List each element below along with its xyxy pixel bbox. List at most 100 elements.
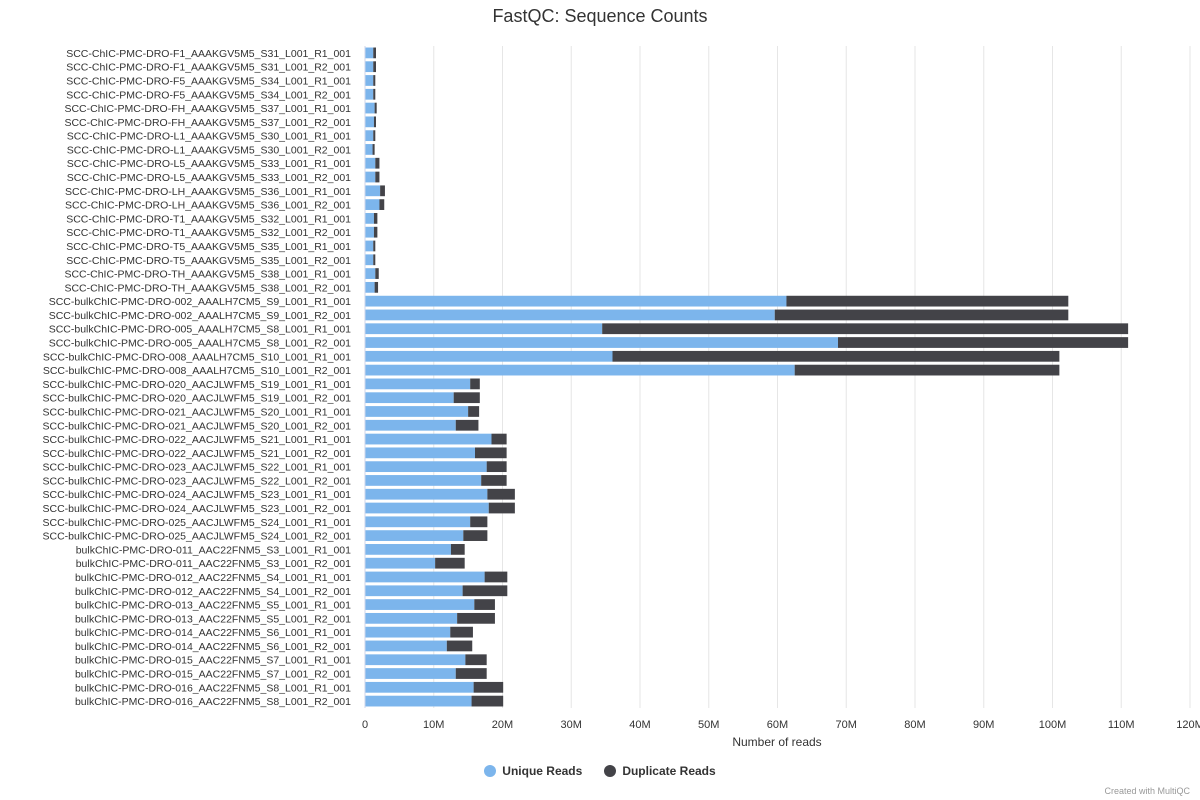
bar-duplicate-reads[interactable] (373, 88, 376, 100)
bar-unique-reads[interactable] (365, 668, 456, 679)
bar-duplicate-reads[interactable] (457, 612, 495, 624)
bar-duplicate-reads[interactable] (453, 392, 480, 404)
bar-duplicate-reads[interactable] (455, 419, 479, 431)
bar-duplicate-reads[interactable] (379, 199, 385, 210)
bar-unique-reads[interactable] (365, 640, 447, 652)
bar-duplicate-reads[interactable] (786, 295, 1069, 307)
bar-duplicate-reads[interactable] (471, 695, 504, 707)
bar-duplicate-reads[interactable] (450, 544, 465, 555)
bar-duplicate-reads[interactable] (473, 681, 504, 693)
bar-duplicate-reads[interactable] (373, 75, 376, 86)
bar-unique-reads[interactable] (365, 392, 454, 404)
bar-unique-reads[interactable] (365, 323, 603, 335)
bar-duplicate-reads[interactable] (450, 626, 473, 638)
bar-unique-reads[interactable] (365, 530, 464, 541)
bar-unique-reads[interactable] (365, 585, 463, 597)
bar-unique-reads[interactable] (365, 254, 374, 266)
bar-duplicate-reads[interactable] (491, 433, 507, 445)
bar-unique-reads[interactable] (365, 488, 488, 500)
bar-duplicate-reads[interactable] (470, 378, 480, 390)
bar-unique-reads[interactable] (365, 144, 373, 155)
bar-duplicate-reads[interactable] (474, 599, 495, 610)
bar-duplicate-reads[interactable] (375, 157, 380, 169)
bar-unique-reads[interactable] (365, 419, 456, 431)
bar-unique-reads[interactable] (365, 75, 374, 86)
bar-duplicate-reads[interactable] (373, 61, 376, 73)
bar-duplicate-reads[interactable] (470, 516, 488, 528)
bar-duplicate-reads[interactable] (486, 461, 507, 473)
bar-unique-reads[interactable] (365, 350, 613, 362)
bar-duplicate-reads[interactable] (484, 571, 508, 583)
bar-unique-reads[interactable] (365, 116, 374, 128)
bar-unique-reads[interactable] (365, 199, 380, 210)
bar-unique-reads[interactable] (365, 378, 471, 390)
bar-duplicate-reads[interactable] (602, 323, 1129, 335)
bar-duplicate-reads[interactable] (462, 585, 508, 597)
bar-unique-reads[interactable] (365, 157, 376, 169)
bar-duplicate-reads[interactable] (374, 102, 377, 114)
legend-item-duplicate-reads[interactable]: Duplicate Reads (604, 764, 716, 778)
x-tick-label: 60M (767, 719, 788, 731)
bar-unique-reads[interactable] (365, 102, 375, 114)
bar-unique-reads[interactable] (365, 557, 436, 569)
bar-unique-reads[interactable] (365, 681, 474, 693)
bar-duplicate-reads[interactable] (375, 171, 380, 183)
bar-unique-reads[interactable] (365, 268, 376, 279)
bar-duplicate-reads[interactable] (374, 281, 379, 293)
bar-unique-reads[interactable] (365, 47, 374, 59)
bar-duplicate-reads[interactable] (435, 557, 465, 569)
bar-unique-reads[interactable] (365, 185, 381, 197)
bar-unique-reads[interactable] (365, 654, 466, 666)
bar-unique-reads[interactable] (365, 337, 838, 348)
bar-duplicate-reads[interactable] (373, 116, 376, 128)
bar-duplicate-reads[interactable] (774, 309, 1069, 321)
bar-duplicate-reads[interactable] (455, 668, 487, 679)
bar-unique-reads[interactable] (365, 544, 451, 555)
bar-duplicate-reads[interactable] (487, 488, 515, 500)
bar-duplicate-reads[interactable] (373, 213, 378, 224)
bar-duplicate-reads[interactable] (446, 640, 473, 652)
bar-unique-reads[interactable] (365, 571, 485, 583)
bar-duplicate-reads[interactable] (373, 254, 376, 266)
bar-unique-reads[interactable] (365, 295, 787, 307)
bar-unique-reads[interactable] (365, 447, 475, 459)
bar-unique-reads[interactable] (365, 88, 374, 100)
bar-unique-reads[interactable] (365, 171, 376, 183)
bar-duplicate-reads[interactable] (373, 226, 378, 238)
bar-duplicate-reads[interactable] (612, 350, 1060, 362)
bar-duplicate-reads[interactable] (373, 240, 376, 252)
bar-unique-reads[interactable] (365, 281, 375, 293)
bar-unique-reads[interactable] (365, 599, 475, 610)
bar-duplicate-reads[interactable] (463, 530, 488, 541)
bar-unique-reads[interactable] (365, 364, 795, 376)
bar-unique-reads[interactable] (365, 695, 472, 707)
bar-duplicate-reads[interactable] (373, 130, 376, 142)
bar-unique-reads[interactable] (365, 61, 374, 73)
bar-duplicate-reads[interactable] (794, 364, 1060, 376)
bar-unique-reads[interactable] (365, 130, 374, 142)
bar-duplicate-reads[interactable] (481, 475, 507, 486)
bar-unique-reads[interactable] (365, 461, 487, 473)
legend-item-unique-reads[interactable]: Unique Reads (484, 764, 582, 778)
bar-duplicate-reads[interactable] (380, 185, 385, 197)
x-tick-label: 120M (1176, 719, 1200, 731)
bar-duplicate-reads[interactable] (372, 144, 375, 155)
bar-unique-reads[interactable] (365, 475, 482, 486)
bar-unique-reads[interactable] (365, 226, 374, 238)
bar-unique-reads[interactable] (365, 309, 775, 321)
bar-duplicate-reads[interactable] (373, 47, 376, 59)
bar-unique-reads[interactable] (365, 240, 374, 252)
bar-duplicate-reads[interactable] (488, 502, 515, 514)
bar-duplicate-reads[interactable] (465, 654, 487, 666)
bar-unique-reads[interactable] (365, 213, 374, 224)
bar-duplicate-reads[interactable] (838, 337, 1129, 348)
bar-unique-reads[interactable] (365, 516, 471, 528)
bar-unique-reads[interactable] (365, 406, 469, 417)
bar-unique-reads[interactable] (365, 433, 492, 445)
bar-duplicate-reads[interactable] (468, 406, 480, 417)
bar-duplicate-reads[interactable] (375, 268, 379, 279)
bar-unique-reads[interactable] (365, 502, 489, 514)
bar-duplicate-reads[interactable] (475, 447, 507, 459)
bar-unique-reads[interactable] (365, 612, 458, 624)
bar-unique-reads[interactable] (365, 626, 451, 638)
